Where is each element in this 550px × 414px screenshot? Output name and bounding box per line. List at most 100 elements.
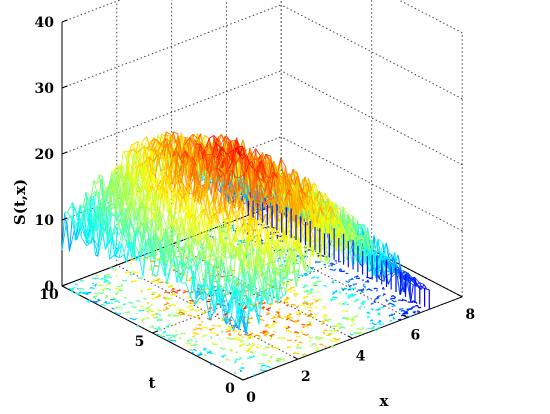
contour-stroke [316, 262, 321, 263]
contour-stroke [203, 335, 207, 337]
contour-stroke [379, 322, 381, 324]
contour-stroke [98, 292, 103, 293]
contour-stroke [175, 325, 176, 326]
contour-stroke [347, 319, 350, 320]
surface-segment [123, 151, 128, 152]
contour-stroke [375, 297, 379, 299]
contour-stroke [304, 285, 308, 286]
contour-stroke [192, 328, 197, 331]
contour-stroke [140, 290, 142, 292]
contour-stroke [353, 324, 354, 325]
contour-stroke [357, 328, 364, 330]
contour-stroke [260, 370, 266, 371]
contour-stroke [230, 350, 232, 351]
contour-stroke [304, 301, 308, 303]
contour-stroke [313, 282, 317, 284]
contour-stroke [349, 286, 352, 287]
contour-stroke [115, 301, 120, 303]
contour-stroke [220, 348, 226, 350]
contour-stroke [308, 337, 313, 338]
surface-segment [209, 135, 214, 138]
contour-stroke [311, 267, 313, 269]
contour-stroke [265, 347, 269, 348]
contour-stroke [392, 300, 397, 301]
contour-stroke [185, 257, 186, 258]
contour-stroke [363, 284, 364, 285]
contour-stroke [273, 321, 275, 322]
contour-stroke [359, 288, 364, 290]
contour-stroke [377, 327, 379, 328]
contour-stroke [187, 296, 190, 299]
contour-stroke [102, 288, 106, 291]
contour-stroke [295, 340, 297, 341]
contour-stroke [255, 335, 261, 336]
contour-stroke [407, 315, 412, 316]
contour-stroke [205, 354, 207, 356]
contour-stroke [241, 370, 242, 371]
contour-stroke [287, 305, 288, 306]
contour-stroke [363, 280, 364, 281]
contour-stroke [322, 320, 326, 323]
contour-stroke [113, 297, 116, 299]
contour-stroke [332, 282, 334, 283]
contour-stroke [355, 316, 359, 317]
contour-stroke [221, 331, 223, 333]
contour-stroke [378, 296, 381, 298]
contour-stroke [319, 344, 323, 346]
contour-stroke [164, 302, 168, 305]
contour-stroke [256, 347, 257, 348]
contour-stroke [262, 354, 268, 356]
contour-stroke [353, 284, 357, 286]
contour-stroke [286, 291, 291, 293]
contour-stroke [124, 297, 126, 298]
contour-stroke [166, 299, 171, 300]
surface-segment [138, 180, 143, 181]
contour-stroke [170, 340, 174, 341]
contour-stroke [270, 337, 272, 339]
contour-stroke [340, 291, 342, 293]
contour-stroke [371, 303, 373, 304]
contour-stroke [308, 310, 311, 311]
contour-stroke [331, 325, 335, 326]
contour-stroke [275, 314, 276, 315]
contour-stroke [330, 269, 336, 270]
contour-stroke [229, 333, 231, 336]
contour-stroke [332, 292, 335, 295]
contour-stroke [163, 307, 168, 310]
contour-stroke [268, 326, 271, 328]
contour-stroke [317, 277, 319, 278]
contour-stroke [316, 291, 319, 293]
contour-stroke [195, 334, 196, 335]
contour-stroke [348, 296, 353, 299]
contour-stroke [106, 303, 110, 304]
contour-stroke [251, 347, 253, 348]
contour-stroke [350, 325, 353, 326]
contour-stroke [171, 288, 174, 291]
contour-stroke [253, 374, 255, 375]
contour-stroke [143, 298, 146, 299]
contour-stroke [90, 288, 95, 289]
contour-stroke [115, 288, 121, 290]
contour-stroke [188, 340, 193, 342]
contour-stroke [136, 301, 140, 303]
contour-stroke [244, 334, 250, 335]
contour-stroke [332, 280, 333, 281]
contour-stroke [370, 320, 372, 322]
contour-stroke [125, 311, 130, 313]
contour-stroke [273, 331, 276, 332]
contour-stroke [106, 289, 111, 290]
contour-stroke [123, 303, 126, 305]
contour-stroke [391, 296, 396, 298]
contour-stroke [277, 361, 280, 363]
contour-stroke [327, 319, 331, 322]
contour-stroke [100, 304, 105, 306]
contour-stroke [168, 305, 170, 307]
contour-stroke [115, 269, 117, 270]
contour-stroke [323, 314, 327, 317]
contour-stroke [383, 323, 384, 324]
contour-stroke [367, 328, 368, 329]
contour-stroke [317, 281, 322, 283]
contour-stroke [340, 327, 345, 329]
contour-stroke [187, 305, 192, 308]
contour-stroke [411, 306, 414, 308]
